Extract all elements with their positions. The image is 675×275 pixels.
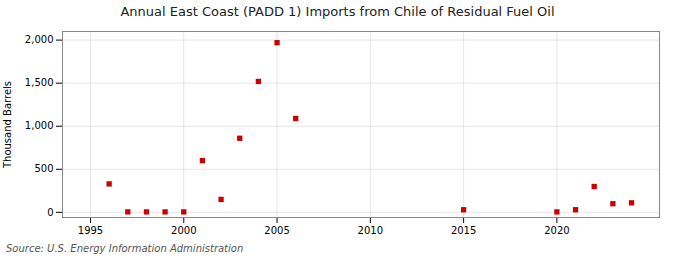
svg-text:2020: 2020 [544, 225, 569, 236]
html-text:Source: U.S. Energy Informatio: Source: U.S. Energy Information Administ… [6, 243, 244, 254]
svg-text:0: 0 [47, 207, 53, 218]
svg-text:1995: 1995 [78, 225, 103, 236]
svg-text:500: 500 [34, 163, 53, 174]
svg-text:2005: 2005 [264, 225, 289, 236]
svg-text:2,000: 2,000 [25, 34, 54, 45]
svg-text:Thousand Barrels: Thousand Barrels [2, 81, 13, 169]
svg-text:1,000: 1,000 [25, 120, 54, 131]
svg-text:1,500: 1,500 [25, 77, 54, 88]
svg-text:2010: 2010 [358, 225, 383, 236]
svg-text:2000: 2000 [171, 225, 196, 236]
html-text:Annual East Coast (PADD 1) Imp: Annual East Coast (PADD 1) Imports from … [120, 4, 555, 19]
svg-text:2015: 2015 [451, 225, 476, 236]
